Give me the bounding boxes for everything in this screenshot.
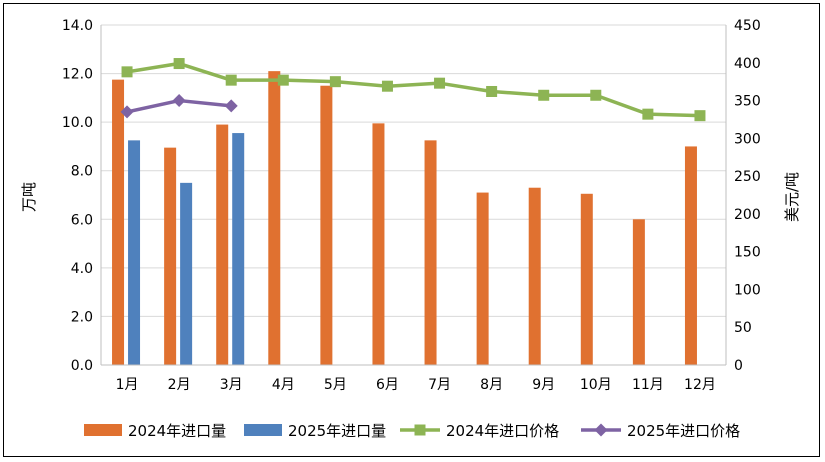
bar-2024-volume xyxy=(632,219,645,365)
point-2025-price xyxy=(120,105,134,119)
y-right-tick-label: 200 xyxy=(734,207,761,223)
point-2024-price xyxy=(329,76,341,88)
bar-2025-volume xyxy=(232,133,245,365)
y-left-tick-label: 8.0 xyxy=(71,164,93,180)
y-right-tick-label: 100 xyxy=(734,282,761,298)
y-left-axis-title: 万吨 xyxy=(20,182,38,212)
x-tick-label: 2月 xyxy=(168,377,191,393)
bar-2024-volume xyxy=(684,146,697,365)
point-2024-price xyxy=(486,85,498,97)
y-right-axis-title: 美元/吨 xyxy=(783,172,801,222)
point-2024-price xyxy=(121,66,133,78)
point-2024-price xyxy=(173,58,185,70)
y-left-tick-label: 14.0 xyxy=(62,18,93,34)
point-2024-price xyxy=(590,89,602,101)
bar-2025-volume xyxy=(180,182,193,365)
x-tick-label: 6月 xyxy=(376,377,399,393)
x-tick-label: 9月 xyxy=(532,377,555,393)
y-left-tick-label: 10.0 xyxy=(62,115,93,131)
point-2024-price xyxy=(225,74,237,86)
point-2024-price xyxy=(381,80,393,92)
y-right-tick-label: 350 xyxy=(734,94,761,110)
bar-2024-volume xyxy=(320,85,333,365)
legend-label: 2025年进口价格 xyxy=(627,422,740,440)
bar-2024-volume xyxy=(164,147,177,365)
y-right-tick-label: 400 xyxy=(734,56,761,72)
x-tick-label: 3月 xyxy=(220,377,243,393)
legend-label: 2024年进口量 xyxy=(128,422,226,440)
legend-marker xyxy=(594,423,608,437)
line-series xyxy=(120,58,706,122)
bar-2024-volume xyxy=(580,193,593,365)
bar-2024-volume xyxy=(528,187,541,365)
bar-2025-volume xyxy=(128,140,141,365)
point-2024-price xyxy=(277,74,289,86)
bar-2024-volume xyxy=(268,71,281,366)
y-right-tick-label: 250 xyxy=(734,169,761,185)
bar-series xyxy=(112,71,697,366)
x-tick-label: 7月 xyxy=(428,377,451,393)
legend-2025-volume: 2025年进口量 xyxy=(244,422,386,440)
line-2024-price xyxy=(126,61,701,118)
bar-2024-volume xyxy=(372,123,385,365)
legend: 2024年进口量 2025年进口量 2024年进口价格 2025年进口价格 xyxy=(84,422,740,440)
x-tick-label: 1月 xyxy=(116,377,139,393)
point-2025-price xyxy=(224,99,238,113)
x-tick-label: 10月 xyxy=(580,377,612,393)
y-left-tick-label: 0.0 xyxy=(71,358,93,374)
bar-2024-volume xyxy=(112,79,125,366)
y-right-tick-label: 150 xyxy=(734,245,761,261)
x-tick-label: 12月 xyxy=(684,377,716,393)
y-right-tick-label: 450 xyxy=(734,18,761,34)
bar-2024-volume xyxy=(424,140,437,365)
x-tick-label: 8月 xyxy=(480,377,503,393)
y-left-tick-label: 12.0 xyxy=(62,67,93,83)
x-tick-label: 5月 xyxy=(324,377,347,393)
x-tick-label: 11月 xyxy=(632,377,664,393)
point-2024-price xyxy=(694,110,706,122)
legend-label: 2025年进口量 xyxy=(288,422,386,440)
legend-2024-volume: 2024年进口量 xyxy=(84,422,226,440)
point-2024-price xyxy=(642,108,654,120)
legend-marker xyxy=(414,424,426,436)
legend-2025-price: 2025年进口价格 xyxy=(581,422,740,440)
point-2025-price xyxy=(172,94,186,108)
point-2024-price xyxy=(434,77,446,89)
legend-swatch xyxy=(244,424,282,436)
y-left-tick-label: 6.0 xyxy=(71,212,93,228)
y-right-tick-label: 50 xyxy=(734,320,752,336)
y-right-tick-label: 300 xyxy=(734,131,761,147)
point-2024-price xyxy=(538,89,550,101)
legend-swatch xyxy=(84,424,122,436)
legend-label: 2024年进口价格 xyxy=(446,422,559,440)
y-left-tick-label: 2.0 xyxy=(71,309,93,325)
chart-frame: 0.0 2.0 4.0 6.0 8.0 10.0 12.0 14.0 0 50 100 150 200 2… xyxy=(3,3,820,457)
y-left-tick-label: 4.0 xyxy=(71,261,93,277)
combo-chart: 0.0 2.0 4.0 6.0 8.0 10.0 12.0 14.0 0 50 100 150 200 2… xyxy=(20,18,801,440)
y-right-tick-label: 0 xyxy=(734,358,743,374)
bar-2024-volume xyxy=(216,124,229,365)
bar-2024-volume xyxy=(476,192,489,365)
legend-2024-price: 2024年进口价格 xyxy=(400,422,559,440)
x-tick-label: 4月 xyxy=(272,377,295,393)
axes: 0.0 2.0 4.0 6.0 8.0 10.0 12.0 14.0 0 50 100 150 200 2… xyxy=(62,18,761,393)
